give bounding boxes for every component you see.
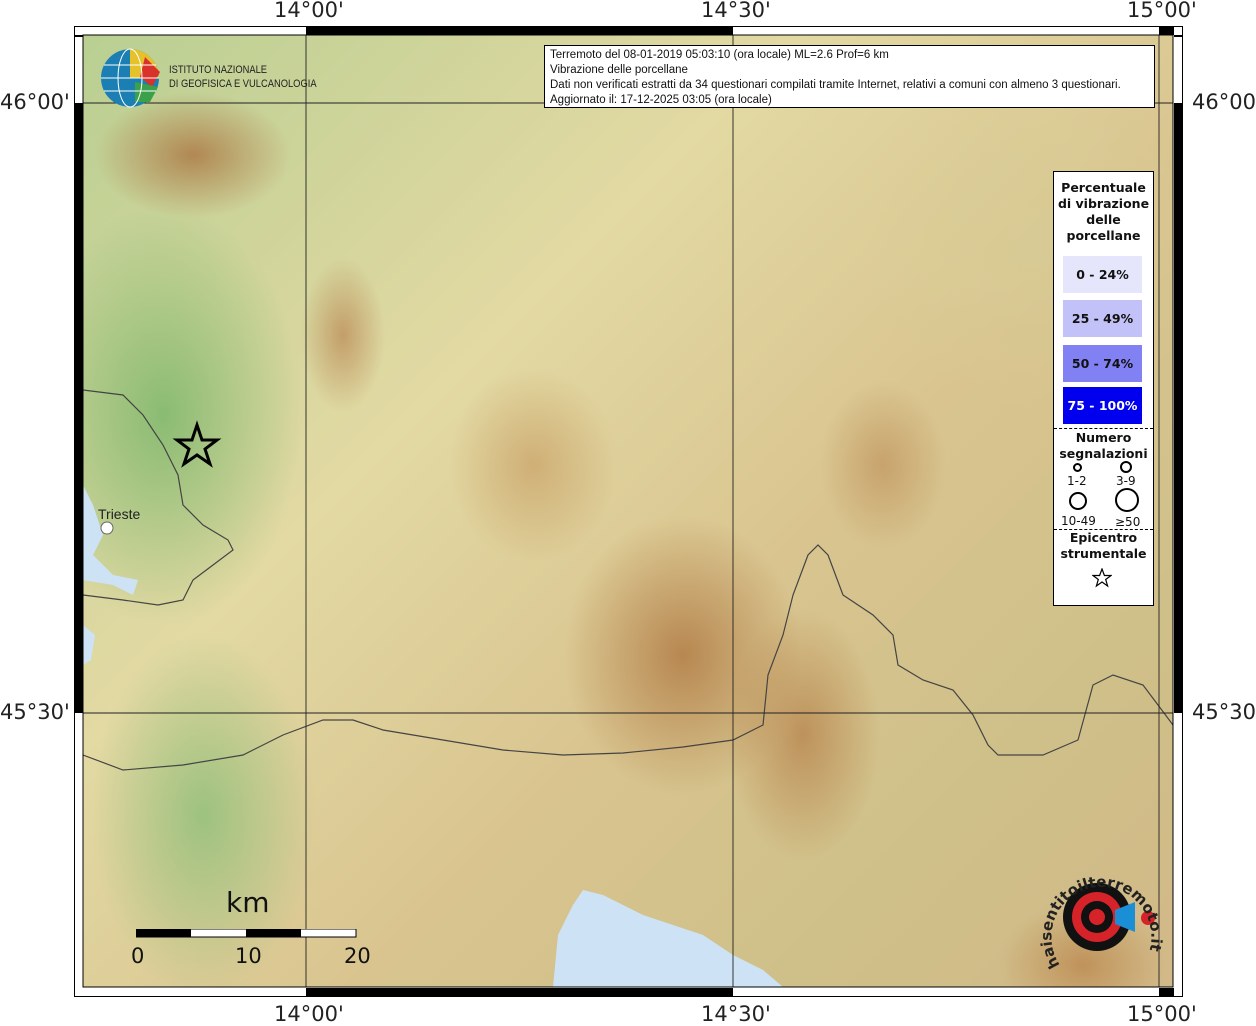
map-subject: Vibrazione delle porcellane xyxy=(550,64,688,76)
legend-count-title: Numero segnalazioni xyxy=(1054,430,1153,462)
lat-tick-right: 45°30' xyxy=(1192,700,1256,724)
event-info-box: Terremoto del 08-01-2019 05:03:10 (ora l… xyxy=(544,45,1155,108)
lon-tick-top: 14°00' xyxy=(274,0,344,22)
legend: Percentuale di vibrazione delle porcella… xyxy=(1053,171,1154,606)
legend-class-25-49: 25 - 49% xyxy=(1063,300,1142,337)
lat-tick-right: 46°00' xyxy=(1192,90,1256,114)
border-slovenia-croatia xyxy=(83,544,1173,771)
legend-title-line: delle xyxy=(1086,212,1121,227)
scalebar xyxy=(136,929,357,938)
count-circle-large-icon xyxy=(1069,492,1087,510)
sea-kvarner xyxy=(553,890,783,987)
count-circle-xlarge-icon xyxy=(1115,488,1139,512)
epicenter-star-icon[interactable] xyxy=(172,420,222,468)
count-circle-medium-icon xyxy=(1120,461,1132,473)
legend-star-icon xyxy=(1092,568,1112,588)
count-circle-small-icon xyxy=(1073,463,1082,472)
legend-epicenter-line: strumentale xyxy=(1060,546,1147,561)
border-italy-slovenia xyxy=(83,389,234,606)
lon-tick-top: 14°30' xyxy=(701,0,771,22)
city-marker-trieste[interactable] xyxy=(100,521,114,535)
lon-tick-bottom: 15°00' xyxy=(1127,1002,1197,1026)
scalebar-label: 10 xyxy=(235,944,262,968)
legend-count-title-line: segnalazioni xyxy=(1059,446,1148,461)
legend-class-75-100: 75 - 100% xyxy=(1063,387,1142,424)
lat-tick-left: 46°00' xyxy=(0,90,70,114)
legend-title-line: porcellane xyxy=(1066,228,1141,243)
logo-line: DI GEOFISICA E VULCANOLOGIA xyxy=(169,78,317,90)
scalebar-unit: km xyxy=(226,886,270,919)
legend-title-line: di vibrazione xyxy=(1057,196,1150,211)
count-label: ≥50 xyxy=(1115,515,1141,529)
sea-left xyxy=(83,625,95,665)
lon-tick-top: 15°00' xyxy=(1127,0,1197,22)
map-overlay xyxy=(83,35,1173,987)
count-label: 1-2 xyxy=(1067,474,1087,488)
updated-time: Aggiornato il: 17-12-2025 03:05 (ora loc… xyxy=(550,94,772,106)
sea-gulf-trieste xyxy=(83,485,138,595)
haisentitoilterremoto-logo-icon: haisentitoilterremoto.it www. xyxy=(1030,855,1165,972)
legend-divider xyxy=(1054,428,1153,429)
lon-tick-bottom: 14°30' xyxy=(701,1002,771,1026)
legend-class-50-74: 50 - 74% xyxy=(1063,345,1142,382)
city-label: Trieste xyxy=(98,506,141,522)
event-title: Terremoto del 08-01-2019 05:03:10 (ora l… xyxy=(550,49,889,61)
legend-class-0-24: 0 - 24% xyxy=(1063,256,1142,293)
legend-epicenter-line: Epicentro xyxy=(1069,530,1138,545)
count-label: 3-9 xyxy=(1116,474,1136,488)
map-frame xyxy=(74,26,1183,997)
count-label: 10-49 xyxy=(1061,514,1096,528)
lon-tick-bottom: 14°00' xyxy=(274,1002,344,1026)
logo-line: ISTITUTO NAZIONALE xyxy=(169,64,268,76)
scalebar-label: 20 xyxy=(344,944,371,968)
data-note: Dati non verificati estratti da 34 quest… xyxy=(550,79,1121,91)
legend-divider xyxy=(1054,529,1153,530)
legend-epicenter-title: Epicentro strumentale xyxy=(1054,530,1153,562)
legend-title-line: Percentuale xyxy=(1061,180,1146,195)
ingv-globe-logo-icon xyxy=(101,48,160,108)
legend-count-title-line: Numero xyxy=(1075,430,1132,445)
map-area[interactable] xyxy=(83,35,1173,987)
ingv-logo-text: ISTITUTO NAZIONALE DI GEOFISICA E VULCAN… xyxy=(169,63,317,91)
lat-tick-left: 45°30' xyxy=(0,700,70,724)
legend-title: Percentuale di vibrazione delle porcella… xyxy=(1054,180,1153,244)
scalebar-label: 0 xyxy=(131,944,145,968)
